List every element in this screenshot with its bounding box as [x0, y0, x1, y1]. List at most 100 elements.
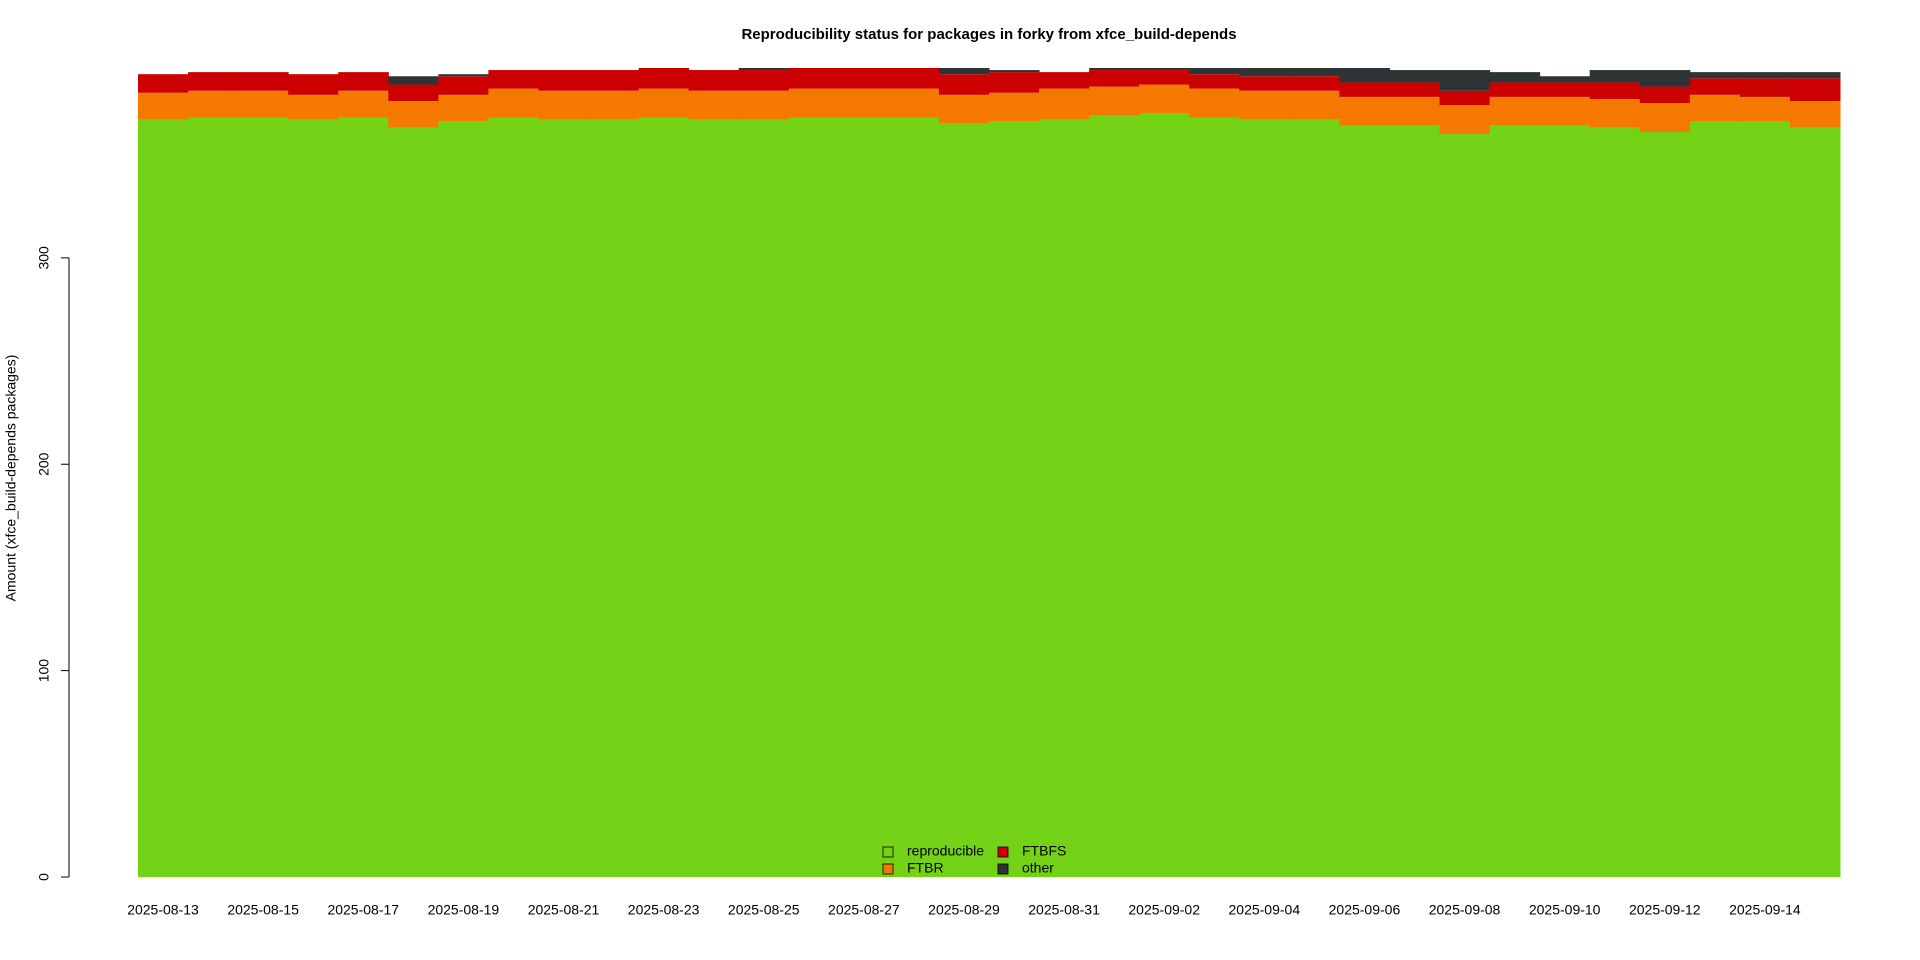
legend-label: FTBR [907, 860, 944, 876]
area-step [1389, 125, 1441, 878]
area-step [188, 72, 239, 91]
area-step [888, 68, 940, 89]
area-step [1339, 125, 1390, 878]
area-step [1689, 121, 1741, 878]
area-step [738, 68, 790, 71]
area-step [1239, 76, 1290, 91]
area-step [738, 90, 790, 120]
area-step [1539, 125, 1591, 878]
area-step [788, 88, 840, 118]
area-step [1439, 134, 1491, 877]
y-tick-label: 100 [36, 659, 52, 683]
area-step [788, 68, 840, 89]
y-axis-label: Amount (xfce_build-depends packages) [3, 355, 19, 602]
legend-label: other [1022, 860, 1054, 876]
area-step [1089, 86, 1140, 116]
area-step [1639, 86, 1691, 104]
area-step [738, 119, 790, 878]
y-tick-label: 300 [36, 246, 52, 270]
area-step [1389, 96, 1441, 126]
area-step [388, 84, 439, 102]
area-step [288, 119, 339, 878]
area-step [1639, 70, 1691, 87]
area-step [838, 68, 890, 89]
area-step [238, 72, 289, 91]
area-step [1389, 70, 1441, 83]
x-tick-label: 2025-08-15 [227, 902, 299, 918]
x-tick-label: 2025-08-27 [828, 902, 900, 918]
area-step [538, 90, 590, 120]
area-step [438, 76, 489, 95]
area-step [1589, 70, 1641, 83]
x-tick-label: 2025-08-29 [928, 902, 1000, 918]
area-step [1589, 82, 1641, 99]
area-step [788, 117, 840, 877]
area-step [1039, 119, 1090, 878]
area-step [338, 72, 389, 91]
area-step [1539, 76, 1591, 83]
area-step [138, 74, 189, 93]
area-step [438, 94, 489, 122]
area-step [638, 68, 690, 89]
area-step [838, 117, 890, 877]
x-tick-label: 2025-09-10 [1529, 902, 1601, 918]
area-step [1139, 84, 1190, 114]
area-step [838, 88, 890, 118]
y-tick-label: 0 [36, 873, 52, 881]
area-step [989, 92, 1040, 122]
area-step [438, 121, 489, 878]
area-step [1189, 74, 1240, 89]
legend-swatch [882, 863, 894, 875]
area-step [638, 117, 690, 877]
area-step [438, 74, 489, 77]
area-step [188, 117, 239, 877]
area-step [1289, 68, 1340, 77]
area-step [1189, 88, 1240, 118]
area-step [1189, 117, 1240, 877]
legend-swatch [997, 846, 1009, 858]
area-step [938, 94, 990, 124]
x-tick-label: 2025-09-12 [1629, 902, 1701, 918]
area-step [1789, 101, 1841, 128]
area-step [1289, 90, 1340, 120]
area-step [388, 101, 439, 128]
area-step [1689, 78, 1741, 95]
area-step [888, 117, 940, 877]
area-step [1089, 115, 1140, 877]
x-tick-label: 2025-09-02 [1128, 902, 1200, 918]
area-step [188, 90, 239, 118]
area-step [688, 70, 740, 91]
x-tick-label: 2025-09-14 [1729, 902, 1801, 918]
area-step [238, 117, 289, 877]
area-step [1539, 96, 1591, 126]
x-tick-label: 2025-08-17 [327, 902, 399, 918]
area-step [1689, 72, 1741, 79]
area-step [1789, 72, 1841, 79]
area-step [1739, 72, 1791, 79]
area-step [1289, 119, 1340, 878]
area-step [1389, 82, 1441, 97]
area-step [1289, 76, 1340, 91]
x-tick-label: 2025-08-25 [728, 902, 800, 918]
area-step [989, 70, 1040, 73]
area-step [1089, 68, 1140, 71]
x-tick-label: 2025-08-13 [127, 902, 199, 918]
legend-label: FTBFS [1022, 843, 1066, 859]
area-step [989, 72, 1040, 93]
area-step [1739, 121, 1791, 878]
legend-swatch [997, 863, 1009, 875]
area-step [1239, 68, 1290, 77]
area-step [1189, 68, 1240, 75]
area-step [1489, 125, 1541, 878]
area-step [1739, 96, 1791, 122]
area-step [1139, 68, 1190, 71]
area-step [1439, 105, 1491, 135]
area-step [1739, 78, 1791, 97]
area-step [588, 119, 640, 878]
area-step [1089, 70, 1140, 87]
area-step [488, 70, 539, 89]
area-step [138, 119, 189, 878]
area-step [1489, 72, 1541, 83]
area-step [1639, 103, 1691, 132]
